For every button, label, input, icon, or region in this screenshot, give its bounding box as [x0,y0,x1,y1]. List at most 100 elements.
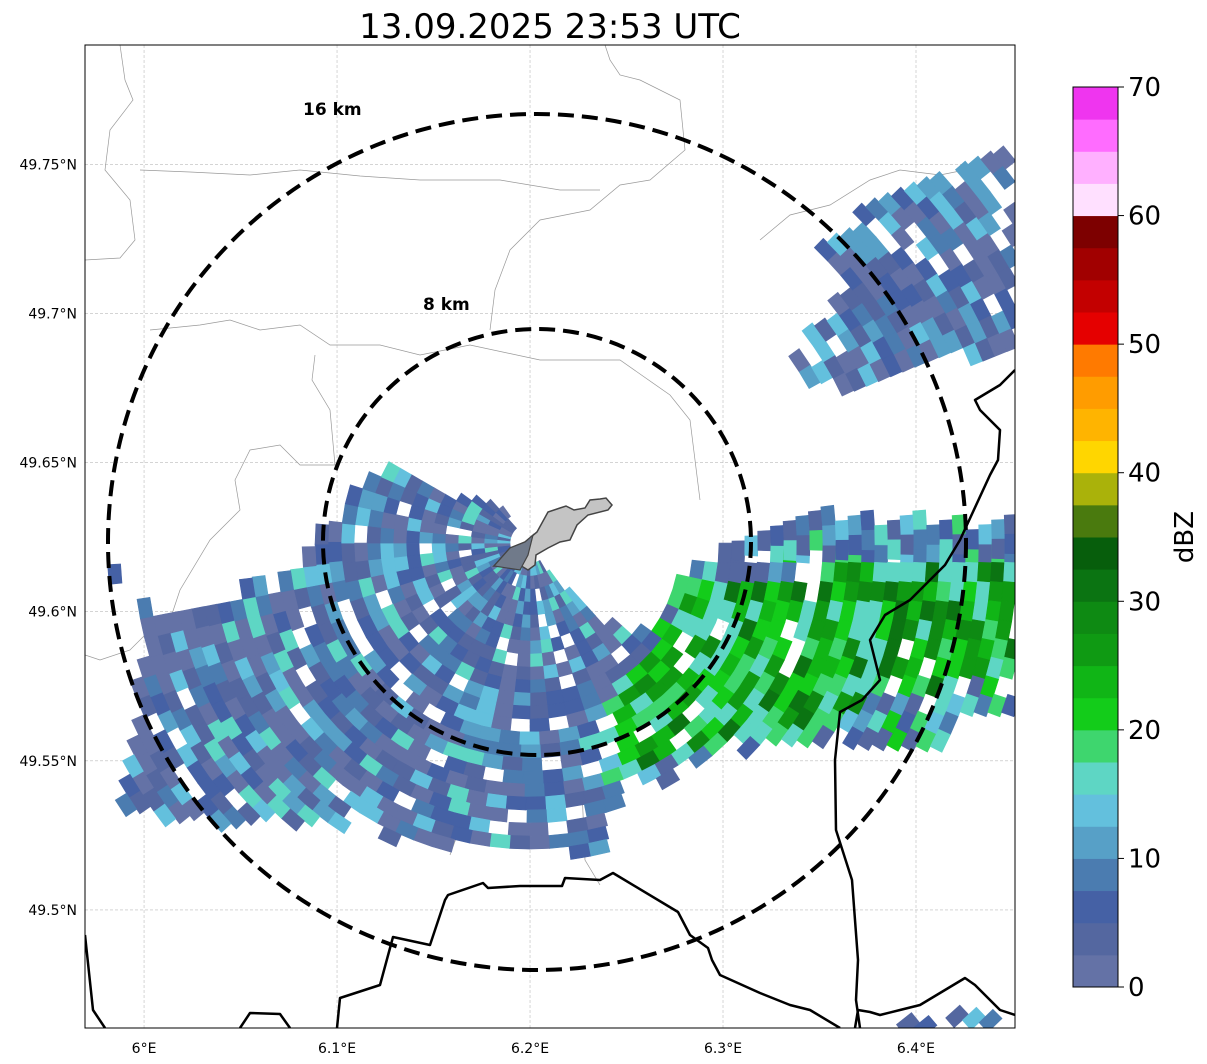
echo-cell [362,471,382,494]
x-tick-label: 6.4°E [897,1041,935,1057]
echo-cell [730,540,746,562]
echo-cell [990,561,1005,583]
echo-cell [887,539,902,561]
echo-cell [529,588,537,603]
echo-cell [978,542,993,564]
echo-cell [811,724,835,750]
echo-cell [736,735,761,761]
echo-cell [541,651,557,667]
echo-cell [418,531,433,544]
echo-cell [392,542,408,558]
echo-cell [939,519,954,540]
colorbar-bin [1073,247,1118,281]
echo-cell [379,542,395,560]
echo-cell [543,781,566,797]
echo-cell [926,524,941,545]
echo-cell [974,581,991,603]
echo-cell [392,528,408,544]
echo-cell [444,542,459,553]
echo-cell [366,542,382,561]
echo-cell [513,678,531,694]
echo-cell [518,640,531,655]
echo-cell [978,524,993,545]
echo-cell [842,726,865,751]
echo-cell [993,145,1015,170]
echo-cell [770,525,785,546]
colorbar-tick-label: 40 [1128,459,1161,489]
echo-cell [542,664,559,680]
echo-cell [769,542,785,564]
colorbar-bin [1073,762,1118,795]
echo-cell [526,809,548,824]
colorbar: 0 10 20 30 40 50 60 70 [1072,73,1161,1003]
echo-cell [861,529,876,551]
echo-cell [136,655,156,679]
echo-cell [767,561,784,584]
echo-cell [251,575,269,598]
echo-cell [512,691,531,707]
range-ring-16km [106,112,968,972]
echo-cell [847,514,863,536]
echo-cell [457,535,472,544]
echo-cell [913,1014,938,1028]
colorbar-bin [1073,440,1118,474]
chart-title: 13.09.2025 23:53 UTC [359,7,741,47]
echo-cell [393,555,410,572]
echo-cell [961,1006,986,1028]
colorbar-tick-label: 30 [1128,587,1161,617]
echo-cell [783,540,798,562]
echo-cell [327,541,343,563]
echo-cell [406,554,422,570]
echo-cell [393,514,410,531]
colorbar-bin [1073,954,1118,988]
echo-cell [457,542,472,551]
echo-cell [977,561,992,583]
colorbar-tick-label: 20 [1128,716,1161,746]
colorbar-tick-label: 50 [1128,330,1161,360]
echo-cell [1001,223,1015,248]
colorbar-tick-label: 10 [1128,844,1161,874]
y-tick-label: 49.6°N [28,605,77,621]
echo-cell [529,666,545,681]
colorbar-bin [1073,794,1118,827]
echo-cell [377,826,402,848]
echo-cell [846,561,862,584]
echo-cell [833,561,849,584]
echo-cell [502,769,524,785]
echo-cell [505,795,527,811]
x-tick-label: 6.1°E [318,1041,356,1057]
echo-cell [997,266,1015,291]
echo-cell [782,519,798,541]
echo-cell [498,505,512,519]
colorbar-tick-label: 0 [1128,973,1145,1003]
colorbar-bin [1073,922,1118,956]
colorbar-label: dBZ [1170,511,1200,563]
echo-cell [886,727,908,752]
range-ring-label-16km: 16 km [303,100,362,120]
colorbar-bin [1073,119,1118,152]
echo-cell [913,529,928,550]
colorbar-bin [1073,376,1118,409]
echo-cell [344,484,363,507]
echo-cell [992,165,1015,190]
country-borders [85,369,1015,1028]
colorbar-bin [1073,344,1118,377]
echo-cell [301,546,317,568]
echo-cell [431,532,446,544]
echo-cell [341,503,359,526]
echo-cell [898,561,914,584]
echo-cell [519,627,531,642]
echo-cell [1003,305,1015,330]
echo-cell [717,542,733,564]
colorbar-bin [1073,826,1118,859]
echo-cell [122,754,144,779]
echo-cell [1003,514,1015,535]
echo-cell [835,539,850,561]
colorbar-tick-label: 60 [1128,202,1161,232]
colorbar-bin [1073,858,1118,892]
echo-cell [471,494,487,509]
colorbar-bin [1073,890,1118,924]
colorbar-bin [1073,215,1118,249]
echo-cell [991,519,1006,540]
